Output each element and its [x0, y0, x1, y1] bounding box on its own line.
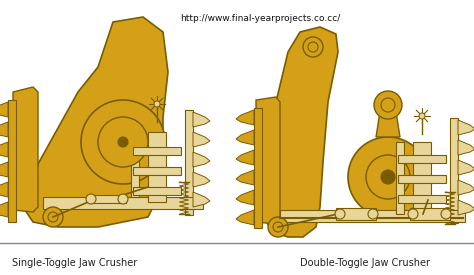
Polygon shape: [0, 202, 8, 217]
Bar: [396, 142, 404, 214]
Circle shape: [308, 42, 318, 52]
Polygon shape: [0, 102, 8, 117]
Polygon shape: [458, 140, 474, 155]
Polygon shape: [236, 110, 254, 125]
Circle shape: [303, 37, 323, 57]
Bar: [88, 195, 126, 203]
Polygon shape: [458, 180, 474, 195]
Text: Double-Toggle Jaw Crusher: Double-Toggle Jaw Crusher: [300, 258, 430, 268]
Polygon shape: [236, 150, 254, 165]
Circle shape: [48, 212, 58, 222]
Circle shape: [154, 101, 160, 107]
Circle shape: [348, 137, 428, 217]
Bar: [133, 187, 181, 195]
Bar: [398, 195, 446, 203]
Polygon shape: [193, 112, 210, 127]
Bar: [185, 110, 193, 215]
Bar: [410, 208, 450, 220]
Circle shape: [268, 217, 288, 237]
Circle shape: [366, 155, 410, 199]
Circle shape: [118, 194, 128, 204]
Circle shape: [273, 222, 283, 232]
Circle shape: [118, 137, 128, 147]
Circle shape: [335, 209, 345, 219]
Bar: [131, 132, 139, 197]
Polygon shape: [236, 130, 254, 145]
Circle shape: [98, 117, 148, 167]
Polygon shape: [376, 112, 400, 137]
Polygon shape: [0, 122, 8, 137]
Bar: [398, 175, 446, 183]
Circle shape: [419, 113, 425, 119]
Bar: [43, 197, 203, 209]
Bar: [336, 208, 376, 220]
Bar: [450, 118, 458, 223]
Circle shape: [381, 170, 395, 184]
Polygon shape: [13, 87, 38, 212]
Bar: [8, 100, 16, 222]
Polygon shape: [256, 97, 280, 224]
Bar: [133, 147, 181, 155]
Polygon shape: [458, 200, 474, 215]
Polygon shape: [263, 27, 338, 237]
Circle shape: [43, 207, 63, 227]
Polygon shape: [236, 210, 254, 225]
Circle shape: [81, 100, 165, 184]
Polygon shape: [23, 17, 168, 227]
Polygon shape: [0, 182, 8, 197]
Bar: [398, 155, 446, 163]
Bar: [413, 142, 431, 214]
Circle shape: [408, 209, 418, 219]
Polygon shape: [0, 162, 8, 177]
Text: Single-Toggle Jaw Crusher: Single-Toggle Jaw Crusher: [12, 258, 137, 268]
Circle shape: [374, 91, 402, 119]
Bar: [254, 108, 262, 228]
Bar: [133, 167, 181, 175]
Polygon shape: [458, 120, 474, 135]
Circle shape: [368, 209, 378, 219]
Polygon shape: [193, 132, 210, 147]
Polygon shape: [193, 192, 210, 207]
Polygon shape: [193, 172, 210, 187]
Circle shape: [381, 98, 395, 112]
Bar: [148, 132, 166, 202]
Circle shape: [86, 194, 96, 204]
Polygon shape: [236, 170, 254, 185]
Polygon shape: [0, 142, 8, 157]
Polygon shape: [236, 190, 254, 205]
Circle shape: [441, 209, 451, 219]
Polygon shape: [458, 160, 474, 175]
Polygon shape: [193, 152, 210, 167]
Bar: [280, 210, 465, 222]
Text: http://www.final-yearprojects.co.cc/: http://www.final-yearprojects.co.cc/: [180, 14, 340, 23]
